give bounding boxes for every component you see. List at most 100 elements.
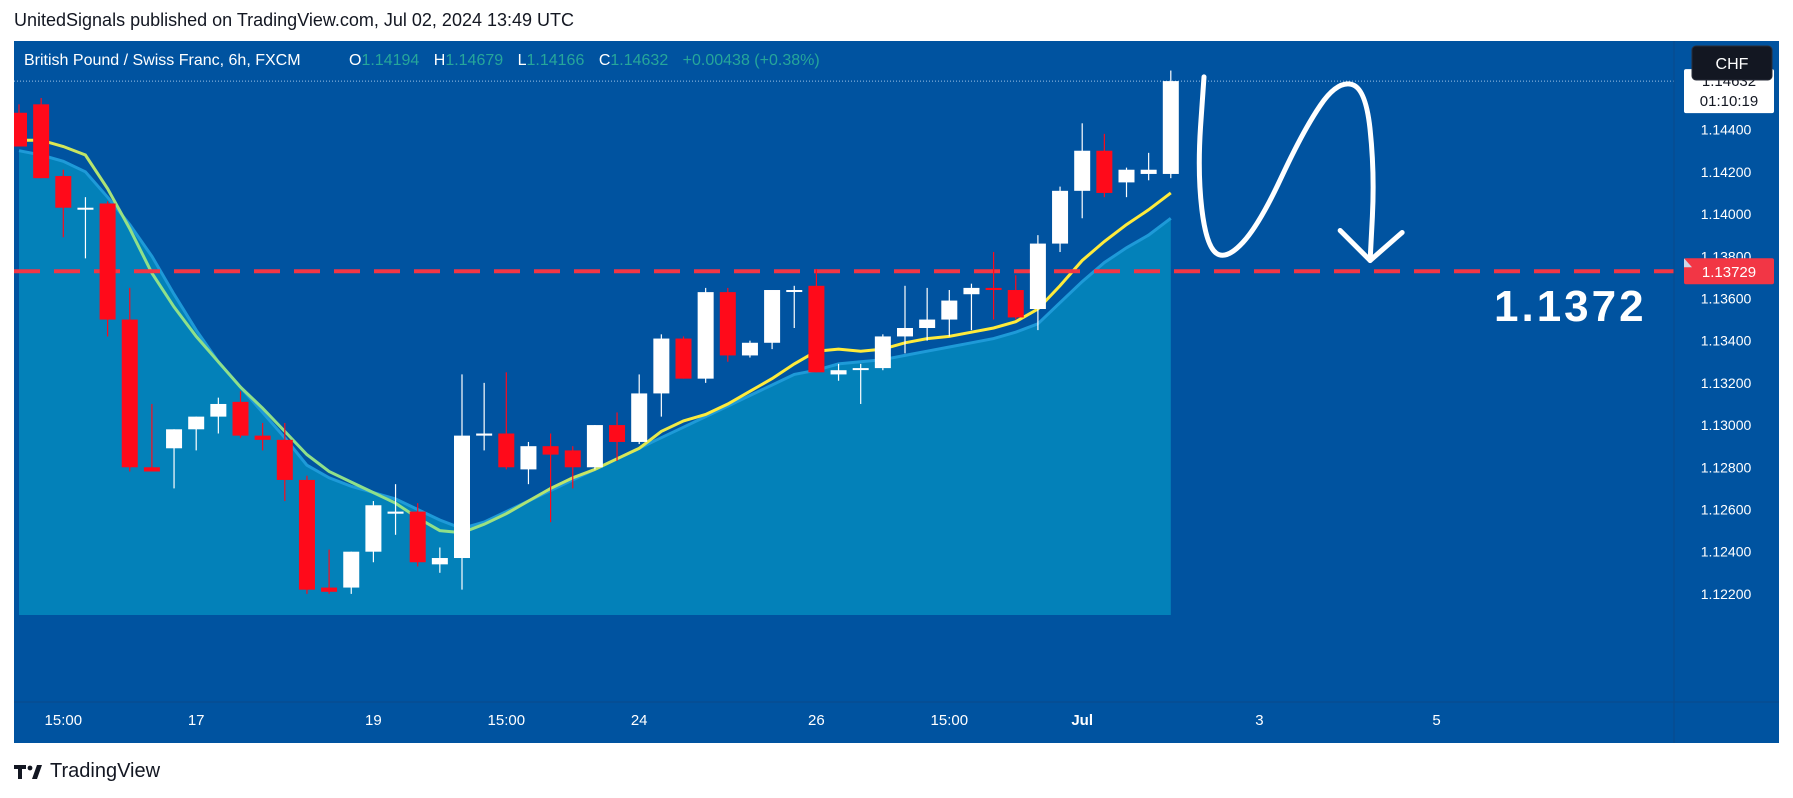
moving-average-layer — [19, 138, 1172, 535]
tradingview-brand[interactable]: TradingView — [50, 760, 161, 782]
tradingview-logo-icon[interactable] — [14, 762, 44, 782]
time-scale[interactable]: 15:00 17 19 15:00 24 26 15:00 Jul 3 5 — [45, 712, 1441, 729]
candle-body — [741, 342, 758, 356]
candle-body — [542, 446, 559, 455]
currency-button-bg[interactable] — [1691, 45, 1773, 81]
candle — [874, 334, 891, 371]
candle-body — [1052, 190, 1069, 244]
level-line-layer — [14, 80, 1674, 274]
candle-body — [586, 425, 603, 468]
candle — [586, 425, 603, 470]
candle — [1074, 123, 1091, 219]
published-line: UnitedSignals published on TradingView.c… — [14, 10, 575, 30]
time-tick-label: 15:00 — [931, 712, 969, 729]
candle — [1162, 70, 1179, 179]
projection-path — [1196, 74, 1376, 263]
candle-body — [55, 176, 72, 208]
currency-button[interactable]: CHF — [1691, 45, 1773, 81]
candle — [232, 391, 249, 438]
candle — [431, 547, 448, 573]
candle-body — [99, 203, 116, 320]
currency-button-label[interactable]: CHF — [1716, 56, 1749, 73]
legend-l-label: L — [518, 52, 527, 69]
level-badge-marker-icon — [1684, 258, 1692, 268]
time-tick-label: 15:00 — [45, 712, 83, 729]
candle — [830, 363, 847, 381]
price-tick-label: 1.12200 — [1701, 586, 1752, 602]
time-tick-label: 15:00 — [488, 712, 526, 729]
price-tick-label: 1.13600 — [1701, 290, 1752, 306]
candle — [121, 287, 138, 472]
candle — [498, 372, 515, 470]
candle-body — [431, 558, 448, 565]
candle — [697, 287, 714, 383]
candle — [33, 97, 50, 179]
legend-change: +0.00438 (+0.38%) — [683, 52, 820, 69]
candle — [941, 290, 958, 337]
candle — [1007, 275, 1024, 320]
legend-h-value: 1.14679 — [445, 52, 503, 69]
candle-body — [852, 368, 869, 371]
candle-body — [1140, 169, 1157, 174]
candle — [764, 290, 781, 350]
chart-frame[interactable]: 1.1372 1.12200 1.12400 1.12600 1.12800 1.130… — [11, 41, 1779, 743]
candle — [188, 416, 205, 451]
projection-drawing-layer: 1.1372 — [1196, 74, 1644, 331]
candle — [786, 285, 803, 328]
time-tick-label: 5 — [1432, 712, 1440, 729]
candle-body — [454, 435, 470, 559]
candle — [919, 287, 936, 341]
candle — [1029, 235, 1046, 331]
level-price-label: 1.13729 — [1702, 264, 1756, 281]
candle-body — [697, 292, 714, 379]
candle-body — [232, 401, 249, 436]
price-chart[interactable]: 1.1372 1.12200 1.12400 1.12600 1.12800 1.130… — [11, 41, 1779, 743]
candle-body — [985, 287, 1002, 291]
time-tick-label: 17 — [188, 712, 205, 729]
candle-body — [343, 551, 360, 588]
candle-body — [33, 104, 50, 179]
price-tick-label: 1.12800 — [1701, 459, 1752, 475]
candle-body — [143, 467, 160, 472]
candle-body — [653, 338, 670, 394]
candle — [298, 475, 315, 594]
candle-body — [1118, 169, 1135, 183]
candle-body — [874, 336, 891, 369]
candle — [741, 340, 758, 358]
price-tick-label: 1.14000 — [1701, 206, 1752, 222]
projection-arrowhead — [1337, 227, 1405, 263]
candle — [409, 503, 426, 567]
candle-body — [764, 290, 781, 343]
candle-body — [897, 328, 913, 337]
time-tick-label: 24 — [631, 712, 648, 729]
legend: British Pound / Swiss Franc, 6h, FXCM O1… — [24, 52, 820, 69]
candle — [852, 363, 869, 404]
candle — [1052, 186, 1069, 253]
time-tick-label: 3 — [1255, 712, 1263, 729]
candle — [719, 287, 736, 362]
candle — [387, 484, 404, 535]
candle — [631, 374, 648, 445]
candle — [343, 551, 360, 594]
candle-body — [919, 319, 936, 328]
candle — [454, 374, 470, 590]
candle — [321, 549, 338, 594]
time-tick-label: 19 — [365, 712, 382, 729]
legend-o-value: 1.14194 — [361, 52, 419, 69]
candle-body — [476, 433, 493, 436]
candle-body — [11, 112, 27, 147]
candle-body — [675, 338, 692, 379]
candle — [1096, 133, 1113, 198]
legend-l-value: 1.14166 — [527, 52, 585, 69]
candle-body — [1074, 150, 1091, 191]
candle-body — [188, 416, 205, 430]
candle-body — [365, 505, 382, 552]
candle-body — [77, 207, 94, 210]
candle-body — [276, 439, 293, 480]
candle-body — [321, 587, 338, 592]
candle — [166, 429, 183, 489]
candle-body — [631, 393, 648, 442]
candle — [963, 283, 980, 331]
candle — [653, 334, 670, 417]
candle-body — [298, 479, 315, 590]
